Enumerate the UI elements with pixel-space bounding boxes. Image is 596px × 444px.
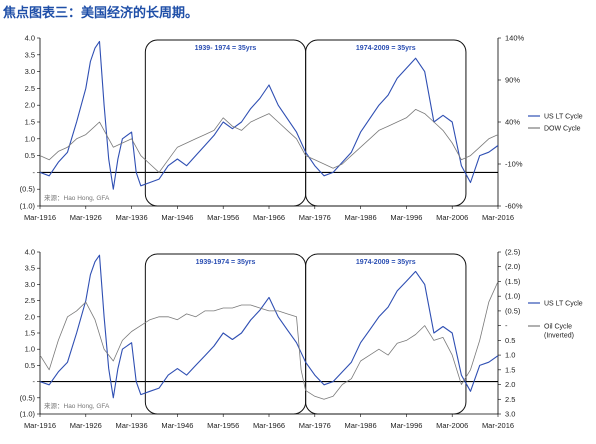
x-tick-label: Mar-1966: [253, 213, 285, 222]
y-left-tick-label: (0.5): [20, 393, 36, 402]
x-tick-label: Mar-2006: [436, 213, 468, 222]
source-watermark: 来源：Hao Hong, GFA: [44, 401, 110, 410]
chart-title: 焦点图表三：美国经济的长周期。: [3, 6, 199, 21]
y-left-tick-label: 1.5: [25, 329, 35, 338]
y-left-tick-label: (1.0): [20, 202, 36, 211]
x-tick-label: Mar-1946: [161, 213, 193, 222]
y-left-tick-label: 3.0: [25, 280, 35, 289]
y-left-tick-label: 0.5: [25, 151, 35, 160]
legend-label: DOW Cycle: [544, 126, 581, 133]
y-left-tick-label: -: [33, 168, 36, 177]
y-right-tick-label: (1.5): [505, 277, 521, 286]
y-right-tick-label: (1.0): [505, 292, 521, 301]
y-right-tick-label: 140%: [505, 34, 525, 43]
y-left-tick-label: 1.5: [25, 118, 35, 127]
y-right-tick-label: 40%: [505, 118, 520, 127]
x-tick-label: Mar-1926: [70, 421, 102, 430]
series-line-us-lt-cycle: [39, 254, 499, 399]
x-tick-label: Mar-1996: [390, 421, 422, 430]
top-chart: 4.0 3.5 3.0 2.5 2.0 1.5 1.0 0.5 - (0.5) (1.0) 140% 9…: [20, 34, 583, 223]
y-left-tick-label: 4.0: [25, 248, 35, 257]
y-right-tick-label: 1.0: [505, 351, 515, 360]
y-left-tick-label: 1.0: [25, 345, 35, 354]
x-tick-label: Mar-1916: [24, 213, 56, 222]
y-left-tick-label: (0.5): [20, 185, 36, 194]
x-tick-label: Mar-1986: [345, 421, 377, 430]
y-right-tick-label: -60%: [505, 202, 523, 211]
x-tick-label: Mar-1966: [253, 421, 285, 430]
x-tick-label: Mar-1976: [299, 421, 331, 430]
y-left-tick-label: 1.0: [25, 134, 35, 143]
period-bracket: [305, 253, 467, 415]
y-left-tick-label: 2.0: [25, 312, 35, 321]
y-left-tick-label: 3.0: [25, 67, 35, 76]
series-line-dow-cycle: [39, 109, 499, 173]
y-right-tick-label: 2.0: [505, 380, 515, 389]
y-right-tick-label: 2.5: [505, 395, 515, 404]
bottom-chart: 4.0 3.5 3.0 2.5 2.0 1.5 1.0 0.5 - (0.5) (1.0) (2.5)…: [20, 248, 583, 431]
x-tick-label: Mar-1986: [345, 213, 377, 222]
period-label: 1974-2009 = 35yrs: [356, 259, 416, 266]
legend-label: Oil Cycle (Inverted): [544, 324, 574, 340]
x-tick-label: Mar-1956: [207, 213, 239, 222]
y-left-tick-label: 2.5: [25, 296, 35, 305]
y-right-tick-label: 3.0: [505, 410, 515, 419]
y-left-tick-label: 3.5: [25, 50, 35, 59]
y-right-tick-label: (0.5): [505, 306, 521, 315]
y-right-tick-label: (2.0): [505, 262, 521, 271]
y-right-tick-label: 0.5: [505, 336, 515, 345]
y-right-tick-label: -10%: [505, 160, 523, 169]
x-tick-label: Mar-2016: [482, 213, 514, 222]
x-tick-label: Mar-1936: [116, 213, 148, 222]
period-label: 1939-1974 = 35yrs: [196, 259, 256, 266]
legend-label: US LT Cycle: [544, 114, 583, 121]
y-left-tick-label: (1.0): [20, 410, 36, 419]
x-tick-label: Mar-1956: [207, 421, 239, 430]
x-tick-label: Mar-1946: [161, 421, 193, 430]
x-tick-label: Mar-1936: [116, 421, 148, 430]
series-line-us-lt-cycle: [39, 40, 499, 190]
y-left-tick-label: 0.5: [25, 361, 35, 370]
period-label: 1939- 1974 = 35yrs: [195, 45, 257, 52]
x-tick-label: Mar-1976: [299, 213, 331, 222]
period-bracket: [305, 39, 467, 207]
y-left-tick-label: -: [33, 377, 36, 386]
y-left-tick-label: 2.0: [25, 101, 35, 110]
y-left-tick-label: 2.5: [25, 84, 35, 93]
x-tick-label: Mar-2006: [436, 421, 468, 430]
y-right-tick-label: (2.5): [505, 248, 521, 257]
period-label: 1974-2009 = 35yrs: [356, 45, 416, 52]
y-right-tick-label: -: [505, 321, 508, 330]
y-right-tick-label: 90%: [505, 76, 520, 85]
x-tick-label: Mar-1996: [390, 213, 422, 222]
x-tick-label: Mar-1926: [70, 213, 102, 222]
x-tick-label: Mar-1916: [24, 421, 56, 430]
legend-label: US LT Cycle: [544, 301, 583, 308]
source-watermark: 来源：Hao Hong, GFA: [44, 193, 110, 202]
x-tick-label: Mar-2016: [482, 421, 514, 430]
series-line-oil-cycle-inverted-: [39, 281, 499, 400]
y-left-tick-label: 4.0: [25, 34, 35, 43]
y-left-tick-label: 3.5: [25, 264, 35, 273]
y-right-tick-label: 1.5: [505, 365, 515, 374]
